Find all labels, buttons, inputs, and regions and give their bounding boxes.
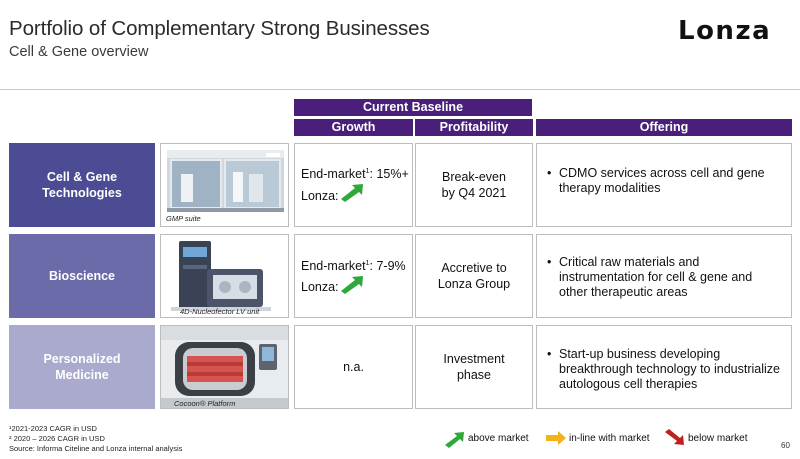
gmp-suite-caption: GMP suite	[166, 214, 201, 223]
cocoon-platform-image	[160, 325, 289, 409]
category-personalized-medicine: Personalized Medicine	[9, 325, 155, 409]
bullet-icon: •	[547, 255, 552, 269]
page-title: Portfolio of Complementary Strong Busine…	[9, 17, 430, 40]
growth-column-header: Growth	[294, 119, 413, 136]
nucleofector-image	[160, 234, 289, 318]
cocoon-platform-caption: Cocoon® Platform	[174, 399, 236, 408]
green-arrow-up-icon	[445, 432, 464, 448]
growth-cell-row1: End-market1: 15%+ Lonza:	[294, 143, 413, 227]
legend-below-market: below market	[688, 433, 748, 444]
category-cell-gene-technologies: Cell & Gene Technologies	[9, 143, 155, 227]
offering-cell-row3: • Start-up business developing breakthro…	[536, 325, 792, 409]
offering-bullet-row1: • CDMO services across cell and gene the…	[547, 166, 765, 195]
nucleofector-caption: 4D-Nucleofector LV unit	[180, 307, 260, 316]
red-arrow-down-icon	[665, 429, 684, 445]
offering-cell-row2: • Critical raw materials and instrumenta…	[536, 234, 792, 318]
header-divider	[0, 89, 800, 90]
profitability-cell-row2: Accretive to Lonza Group	[415, 234, 533, 318]
offering-cell-row1: • CDMO services across cell and gene the…	[536, 143, 792, 227]
lonza-logo: Lonza	[678, 16, 772, 46]
legend-in-line-with-market: in-line with market	[569, 433, 650, 444]
offering-bullet-row2: • Critical raw materials and instrumenta…	[547, 255, 753, 299]
end-market-growth-line: End-market1: 15%+	[301, 167, 409, 181]
page-number: 60	[781, 441, 790, 450]
growth-cell-row3: n.a.	[294, 325, 413, 409]
profitability-cell-row3: Investment phase	[415, 325, 533, 409]
growth-cell-row2: End-market1: 7-9% Lonza:	[294, 234, 413, 318]
green-arrow-up-icon	[341, 276, 363, 294]
end-market-growth-line: End-market1: 7-9%	[301, 259, 406, 273]
offering-bullet-row3: • Start-up business developing breakthro…	[547, 347, 780, 391]
footnote-1: ¹2021-2023 CAGR in USD	[9, 424, 97, 433]
footnote-source: Source: Informa Citeline and Lonza inter…	[9, 444, 183, 453]
offering-column-header: Offering	[536, 119, 792, 136]
profitability-column-header: Profitability	[415, 119, 533, 136]
lonza-growth-label: Lonza:	[301, 280, 339, 294]
yellow-arrow-right-icon	[546, 431, 566, 445]
current-baseline-header: Current Baseline	[294, 99, 532, 116]
profitability-cell-row1: Break-even by Q4 2021	[415, 143, 533, 227]
gmp-suite-image	[160, 143, 289, 227]
footnote-2: ² 2020 – 2026 CAGR in USD	[9, 434, 105, 443]
bullet-icon: •	[547, 347, 552, 361]
legend-above-market: above market	[468, 433, 529, 444]
category-bioscience: Bioscience	[9, 234, 155, 318]
bullet-icon: •	[547, 166, 552, 180]
page-subtitle: Cell & Gene overview	[9, 44, 149, 60]
lonza-growth-label: Lonza:	[301, 189, 339, 203]
green-arrow-up-icon	[341, 184, 363, 202]
